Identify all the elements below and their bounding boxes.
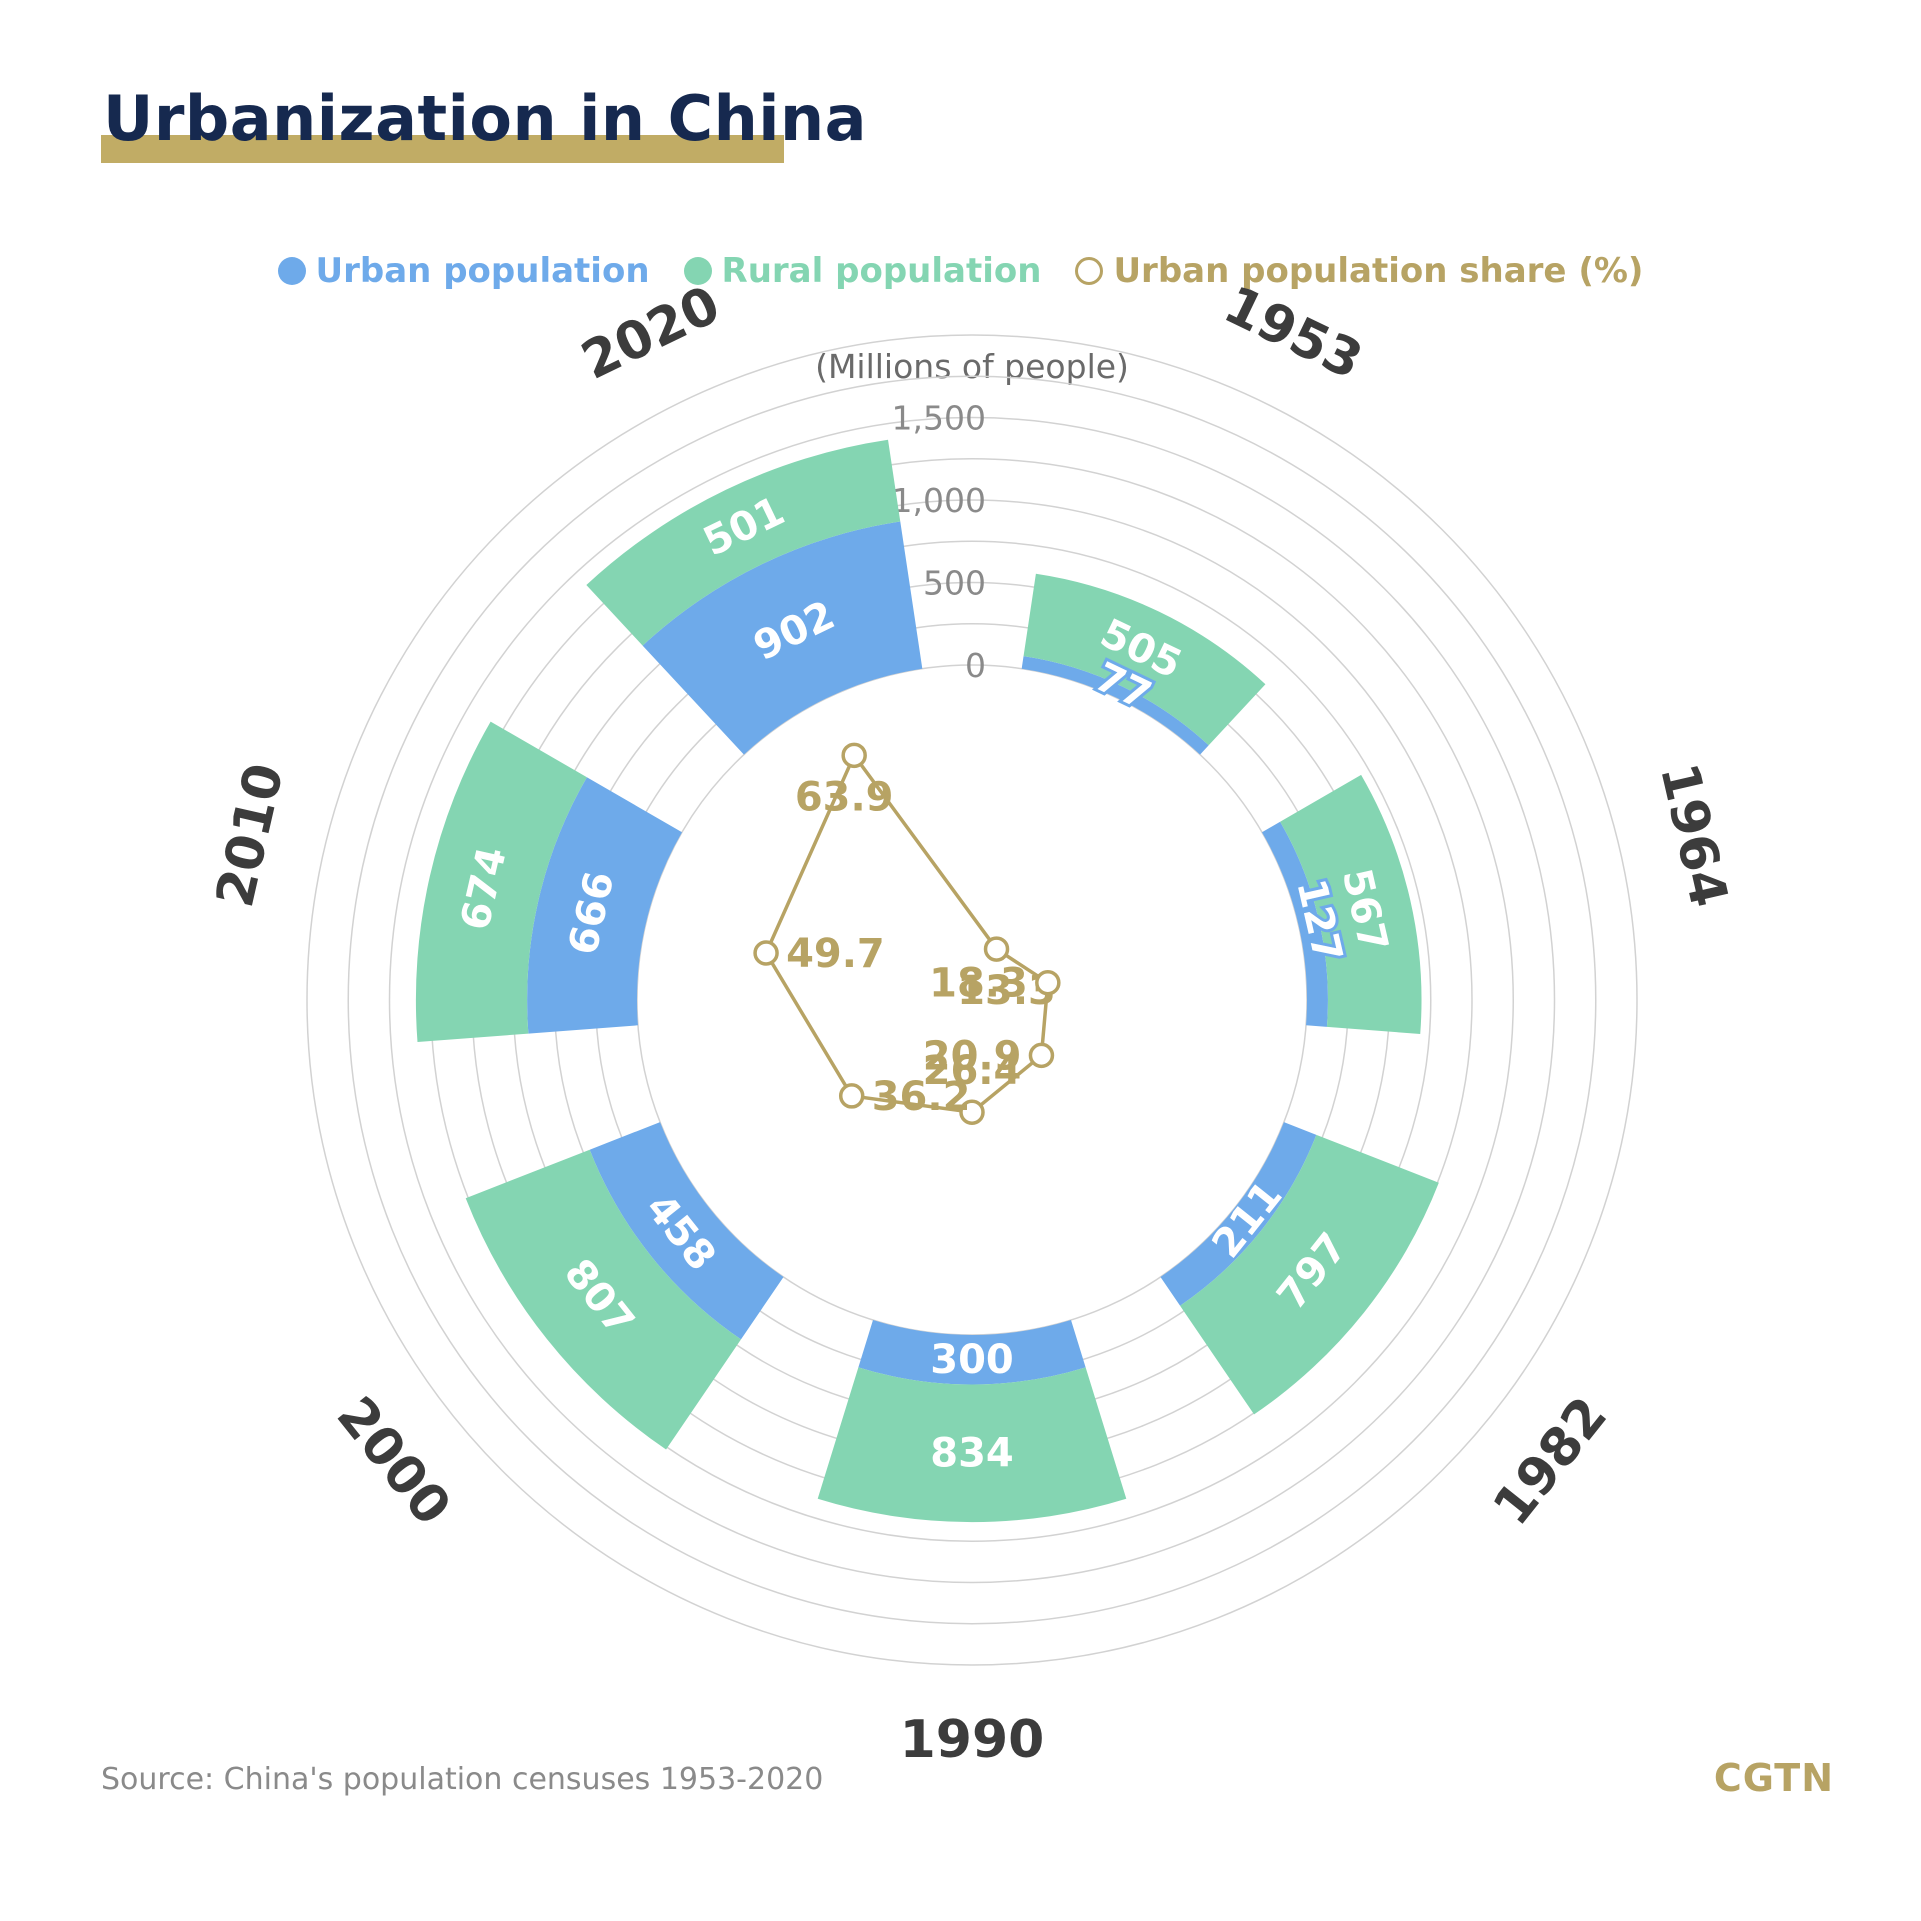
title-underline [101, 135, 784, 163]
share-label-1964: 18.3 [929, 961, 1028, 1007]
share-point-1990 [959, 1099, 985, 1125]
year-label-1990: 1990 [900, 1710, 1045, 1770]
share-point-1982 [1028, 1042, 1055, 1069]
chart-title: Urbanization in China [103, 82, 868, 155]
rural-bar-2020 [586, 439, 901, 646]
year-label-1953: 1953 [1215, 275, 1371, 392]
share-label-1982: 20.9 [923, 1033, 1022, 1079]
year-label-2010: 2010 [205, 758, 296, 912]
tick-label: 500 [923, 564, 986, 603]
legend-swatch-urban [277, 257, 306, 285]
share-point-1953 [983, 936, 1010, 962]
legend: Urban population Rural population Urban … [0, 246, 1921, 296]
year-label-2000: 2000 [325, 1386, 462, 1537]
share-label-1990: 26.4 [923, 1048, 1022, 1094]
share-label-2010: 49.7 [786, 931, 885, 977]
unit-label: (Millions of people) [815, 347, 1129, 386]
legend-swatch-rural [683, 257, 712, 285]
share-point-2010 [753, 940, 779, 966]
grid-circle [306, 334, 1638, 1666]
urban-bar-1964 [1261, 821, 1328, 1027]
urban-bar-1982 [1160, 1122, 1317, 1306]
legend-item-share: Urban population share (%) [1075, 251, 1643, 291]
rural-bar-1982 [1180, 1134, 1439, 1415]
year-label-2020: 2020 [573, 275, 729, 392]
bar-layer [415, 439, 1439, 1523]
rural-value-label-1990: 834 [930, 1430, 1014, 1476]
urban-bar-2010 [527, 777, 683, 1034]
urban-bar-1953 [1021, 656, 1209, 755]
rural-bar-1953 [1023, 573, 1266, 746]
legend-swatch-share [1075, 257, 1104, 285]
urban-bar-2020 [642, 521, 923, 755]
rural-bar-2010 [415, 721, 587, 1043]
grid-circle [347, 375, 1597, 1625]
tick-label: 1,500 [892, 399, 986, 438]
rural-bar-2000 [465, 1149, 741, 1450]
tick-label: 1,000 [892, 481, 986, 520]
year-label-1982: 1982 [1482, 1386, 1619, 1537]
share-line-layer: 13.318.320.926.436.249.763.9 [753, 742, 1061, 1125]
legend-label-rural: Rural population [721, 251, 1042, 291]
share-point-1964 [1035, 969, 1061, 996]
urban-bar-1990 [858, 1320, 1086, 1385]
source-note: Source: China's population censuses 1953… [101, 1762, 824, 1797]
share-label-2020: 63.9 [795, 774, 894, 820]
legend-label-share: Urban population share (%) [1113, 251, 1644, 291]
grid-circle [388, 416, 1556, 1584]
year-label-1964: 1964 [1648, 758, 1739, 912]
share-label-2000: 36.2 [872, 1074, 971, 1120]
urban-value-label-1990: 300 [930, 1337, 1014, 1383]
tick-label: 0 [965, 646, 986, 685]
brand-logo: CGTN [1713, 1756, 1834, 1800]
share-point-2000 [838, 1083, 865, 1109]
legend-item-urban: Urban population [277, 251, 650, 291]
legend-label-urban: Urban population [315, 251, 650, 291]
rural-bar-1990 [817, 1367, 1127, 1523]
legend-item-rural: Rural population [683, 251, 1042, 291]
rural-bar-1964 [1280, 774, 1422, 1034]
share-point-2020 [841, 742, 867, 769]
urban-bar-2000 [589, 1122, 784, 1340]
